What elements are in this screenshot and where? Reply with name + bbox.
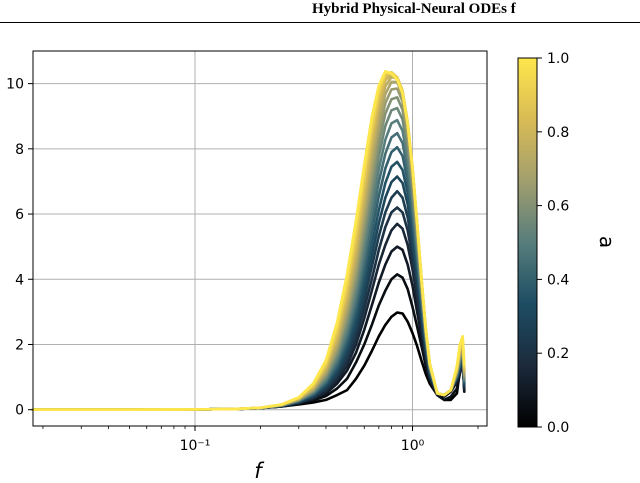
series-line	[31, 80, 466, 411]
series-line	[31, 189, 466, 411]
axis-ticks: 10⁻¹ 10⁰ 0 2 4 6 8 10	[6, 77, 479, 454]
colorbar-ticks: 0.0 0.2 0.4 0.6 0.8 1.0	[537, 51, 569, 436]
colorbar-tick-label: 0.4	[547, 272, 569, 288]
colorbar-tick-label: 0.2	[547, 346, 569, 362]
colorbar-label: a	[595, 236, 619, 248]
colorbar-tick-label: 0.0	[547, 420, 569, 436]
series-line	[31, 222, 466, 411]
x-tick-label: 10⁰	[401, 438, 425, 454]
series-line	[31, 96, 466, 411]
page-header-title: Hybrid Physical-Neural ODEs f	[312, 1, 516, 17]
series-line	[31, 206, 466, 411]
series-line	[31, 69, 466, 411]
series-line	[31, 311, 466, 411]
colorbar-tick-label: 0.6	[547, 199, 569, 215]
series-line	[31, 175, 466, 411]
y-tick-label: 6	[15, 207, 24, 223]
header-rule	[0, 22, 640, 23]
x-axis-label: f	[254, 459, 265, 483]
series-line	[31, 160, 466, 411]
colorbar-tick-label: 0.8	[547, 125, 569, 141]
x-tick-label: 10⁻¹	[180, 438, 211, 454]
series-line	[31, 145, 466, 411]
y-tick-label: 10	[6, 77, 24, 93]
colorbar	[517, 57, 538, 428]
y-tick-label: 0	[15, 403, 24, 419]
y-tick-label: 8	[15, 142, 24, 158]
series-line	[31, 245, 466, 411]
series-line	[31, 273, 466, 411]
colorbar-tick-label: 1.0	[547, 51, 569, 67]
plot-frame	[32, 50, 488, 427]
series-line	[31, 131, 466, 411]
series-lines	[31, 69, 466, 411]
y-tick-label: 2	[15, 337, 24, 353]
y-tick-label: 4	[15, 272, 24, 288]
